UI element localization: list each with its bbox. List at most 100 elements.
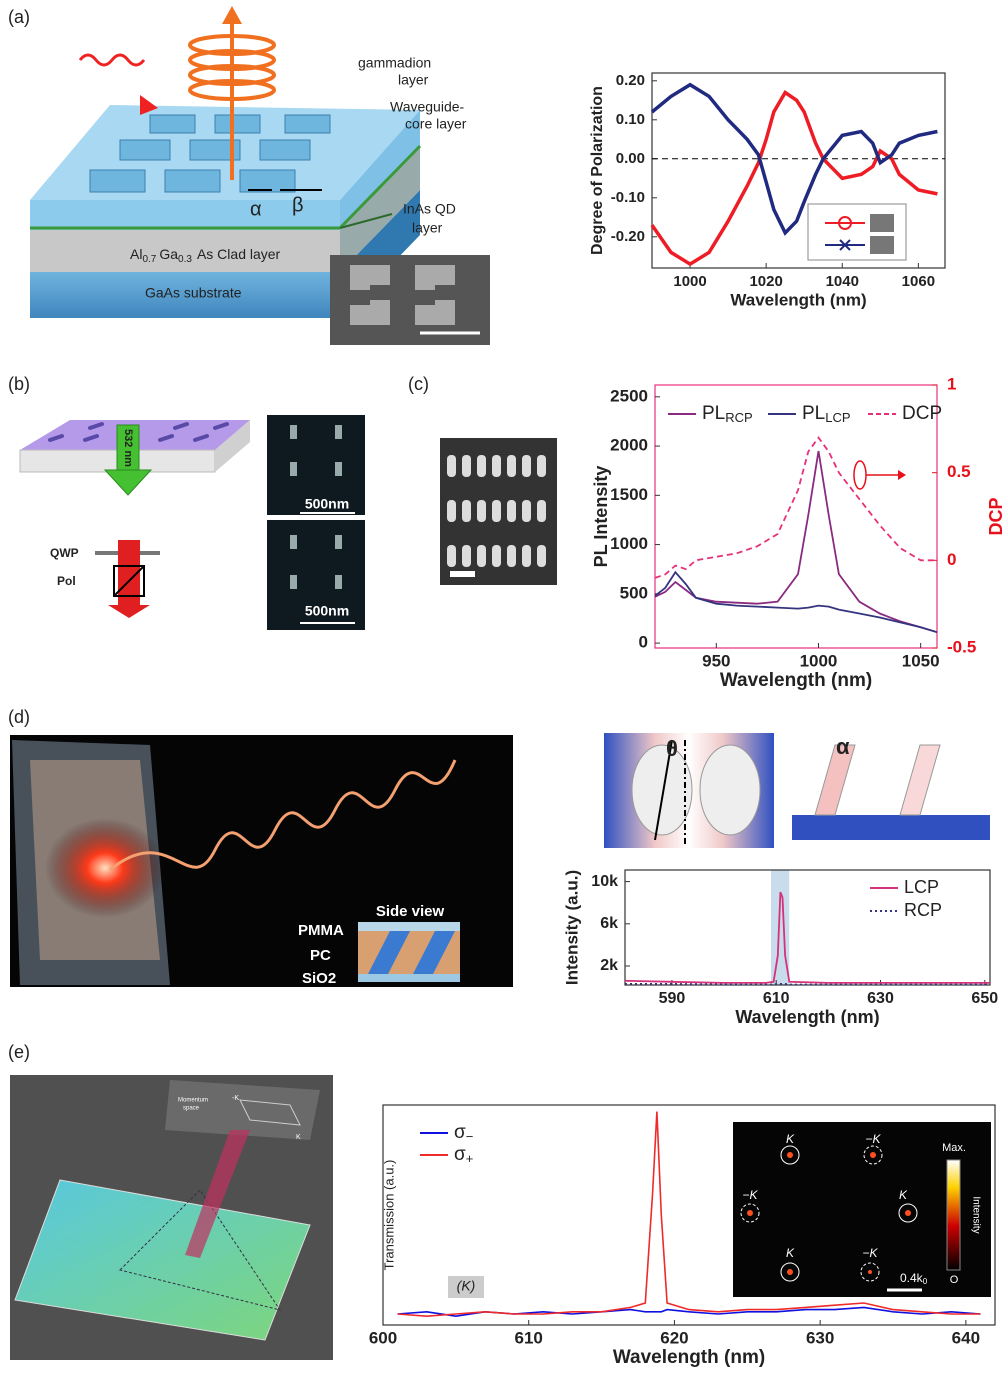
legend-name: σ (454, 1144, 466, 1165)
x-tick-label: 1020 (749, 273, 782, 290)
x-axis-title: Wavelength (nm) (720, 670, 872, 691)
small-label: -K (232, 1095, 239, 1102)
y-tick-label: 10k (591, 873, 618, 890)
y-tick-label: 6k (600, 915, 618, 932)
y-axis-title: PL Intensity (591, 466, 611, 568)
legend-subscript: + (466, 1151, 474, 1166)
legend-name: RCP (904, 900, 942, 920)
small-label: Momentum (178, 1098, 208, 1104)
legend-label: PLRCP (702, 403, 753, 425)
layer-label: layer (398, 72, 429, 88)
x-tick-label: 1050 (902, 651, 940, 670)
y-tick-label: 500 (620, 583, 648, 602)
colorbar-label: O (950, 1274, 959, 1286)
k-label: K (786, 1246, 795, 1260)
figure: (a) (b) (c) (d) (e) gammadion layer Wave… (0, 0, 1006, 1383)
y-tick-label: 0.20 (616, 72, 645, 89)
x-axis-title: Wavelength (nm) (735, 1007, 879, 1027)
y2-tick-label: 0.5 (947, 462, 971, 481)
x-tick-label: 600 (369, 1328, 397, 1347)
symbol: β (292, 194, 304, 216)
layer-label: PMMA (298, 922, 344, 939)
scale-label: 500nm (305, 496, 349, 512)
layer-label: gammadion (358, 55, 431, 71)
legend-subscript: − (466, 1129, 474, 1144)
series-line (655, 572, 937, 632)
legend-label: σ+ (454, 1144, 473, 1166)
colorbar-label: Intensity (970, 1196, 981, 1233)
k-label: K (786, 1132, 795, 1146)
y2-tick-label: 1 (947, 374, 956, 393)
y-tick-label: -0.20 (611, 228, 645, 245)
panel-label: (e) (8, 1042, 30, 1062)
panel-label: (b) (8, 374, 30, 394)
y-tick-label: 1000 (610, 534, 648, 553)
y-tick-label: 2k (600, 957, 618, 974)
small-label: K (296, 1134, 301, 1141)
scale-label: 500nm (305, 603, 349, 619)
optic-label: Pol (57, 574, 76, 588)
x-tick-label: 1000 (800, 651, 838, 670)
x-axis-title: Wavelength (nm) (730, 290, 866, 309)
y-tick-label: 2500 (610, 386, 648, 405)
legend-name: PL (702, 403, 725, 424)
laser-label: 532 nm (122, 429, 134, 467)
panel-label: (d) (8, 707, 30, 727)
layer-label: SiO2 (302, 970, 336, 987)
x-tick-label: 1040 (826, 273, 859, 290)
layer-label: GaAs substrate (145, 285, 242, 301)
y2-tick-label: -0.5 (947, 637, 976, 656)
panel-label: (a) (8, 7, 30, 27)
legend-name: DCP (902, 403, 942, 424)
legend-subscript: RCP (725, 410, 752, 425)
x-tick-label: 590 (659, 990, 686, 1007)
legend-label: PLLCP (802, 403, 851, 425)
legend-label: RCP (904, 900, 942, 920)
panel-label: (c) (408, 374, 429, 394)
y-tick-label: 0.00 (616, 150, 645, 167)
y-axis-title: Transmission (a.u.) (381, 1160, 396, 1271)
y-tick-label: 2000 (610, 436, 648, 455)
layer-label: PC (310, 947, 331, 964)
laser-illustration (10, 733, 990, 987)
legend-name: LCP (904, 877, 939, 897)
x-tick-label: 610 (515, 1328, 543, 1347)
legend-name: σ (454, 1122, 466, 1143)
layer-label: Waveguide- (390, 99, 465, 115)
x-tick-label: 1000 (673, 273, 706, 290)
x-tick-label: 1060 (902, 273, 935, 290)
k-label: −K (865, 1132, 881, 1146)
x-tick-label: 630 (867, 990, 894, 1007)
y2-tick-label: 0 (947, 550, 956, 569)
y2-axis-title: DCP (986, 497, 1006, 535)
symbol: α (250, 198, 262, 220)
colorbar-label: Max. (942, 1142, 966, 1154)
pump-illustration (20, 415, 365, 630)
layer-label: InAs QD (403, 201, 456, 217)
legend-subscript: LCP (825, 410, 850, 425)
y-axis-title: Intensity (a.u.) (562, 870, 581, 985)
series-line (655, 438, 937, 578)
y-tick-label: -0.10 (611, 189, 645, 206)
y-axis-title: Degree of Polarization (589, 86, 606, 255)
x-tick-label: 620 (660, 1328, 688, 1347)
x-tick-label: 640 (952, 1328, 980, 1347)
legend-label: LCP (904, 877, 939, 897)
k-label: K (899, 1188, 908, 1202)
inset-title: Side view (376, 903, 445, 920)
x-tick-label: 650 (971, 990, 998, 1007)
legend-icons (808, 204, 906, 260)
y-tick-label: 0.10 (616, 111, 645, 128)
layer-label: core layer (405, 116, 467, 132)
x-axis-title: Wavelength (nm) (613, 1347, 765, 1368)
x-tick-label: 950 (702, 651, 730, 670)
x-tick-label: 610 (763, 990, 790, 1007)
k-label: −K (862, 1246, 878, 1260)
symbol: α (836, 734, 850, 759)
layer-label: layer (412, 220, 443, 236)
lattice-illustration (10, 1075, 991, 1360)
y-tick-label: 0 (639, 633, 648, 652)
optic-label: QWP (50, 546, 79, 560)
k-label: −K (742, 1188, 758, 1202)
x-tick-label: 630 (806, 1328, 834, 1347)
